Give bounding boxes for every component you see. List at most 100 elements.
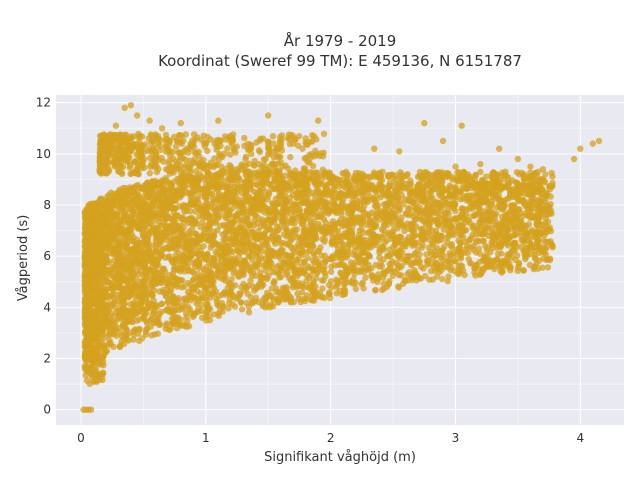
data-point — [532, 256, 540, 263]
data-point — [259, 300, 266, 307]
data-point — [274, 296, 281, 303]
data-point — [297, 250, 305, 257]
data-point — [508, 203, 515, 211]
data-point — [268, 264, 276, 271]
data-point — [449, 174, 456, 181]
data-point — [426, 236, 433, 244]
data-point — [410, 213, 417, 220]
data-point — [111, 190, 118, 197]
data-point — [105, 192, 113, 199]
data-point — [422, 221, 429, 228]
data-point — [184, 317, 191, 325]
data-point — [147, 203, 154, 210]
data-point — [97, 203, 104, 210]
data-point — [169, 238, 176, 245]
data-point — [319, 293, 326, 301]
data-points — [80, 102, 603, 413]
data-point — [193, 257, 200, 264]
data-point — [120, 302, 128, 309]
data-point — [405, 234, 412, 241]
data-point — [299, 268, 306, 275]
data-point — [471, 264, 478, 272]
data-point — [342, 178, 349, 185]
data-point — [384, 252, 392, 260]
data-point — [265, 190, 273, 197]
data-point — [168, 309, 175, 316]
data-point — [154, 330, 161, 337]
data-point — [357, 187, 364, 195]
data-point — [342, 184, 349, 192]
data-point — [456, 239, 464, 246]
data-point — [498, 206, 505, 213]
data-point — [268, 285, 275, 292]
data-point — [497, 243, 504, 251]
data-point — [208, 269, 215, 276]
data-point — [378, 262, 385, 270]
data-point — [429, 276, 436, 283]
data-point — [188, 268, 196, 275]
data-point — [225, 305, 232, 312]
data-point — [134, 277, 141, 284]
data-point — [140, 232, 147, 239]
data-point — [483, 247, 490, 254]
data-point — [160, 265, 168, 272]
data-point — [166, 277, 173, 285]
data-point — [334, 248, 341, 256]
data-point — [406, 188, 414, 195]
data-point — [540, 255, 547, 262]
data-point — [124, 330, 132, 337]
data-point — [426, 189, 433, 197]
data-point — [305, 274, 313, 281]
data-point — [128, 307, 135, 314]
data-point — [377, 246, 385, 254]
data-point — [152, 319, 159, 326]
data-point — [180, 218, 188, 225]
data-point — [143, 227, 150, 234]
data-point — [319, 285, 326, 292]
data-point — [382, 209, 389, 216]
data-point — [221, 200, 228, 208]
data-point — [140, 284, 147, 291]
data-point — [381, 271, 388, 278]
data-point — [296, 282, 304, 289]
data-point — [293, 201, 300, 208]
data-point — [441, 263, 448, 271]
data-point — [226, 280, 233, 288]
data-point — [396, 207, 403, 214]
data-point — [548, 169, 555, 177]
data-point — [443, 173, 451, 181]
data-point — [248, 272, 256, 279]
data-point — [148, 188, 155, 195]
data-point — [376, 254, 383, 261]
data-point — [183, 203, 190, 210]
data-point — [511, 239, 518, 247]
data-point — [457, 262, 464, 269]
data-point — [311, 205, 318, 212]
data-point — [311, 230, 318, 237]
data-point — [397, 272, 405, 279]
data-point — [221, 196, 229, 203]
data-point — [476, 206, 483, 214]
data-point — [401, 173, 409, 180]
data-point — [414, 247, 421, 254]
data-point — [542, 171, 549, 178]
data-point — [243, 178, 251, 185]
data-point — [347, 183, 354, 190]
data-point — [130, 256, 138, 263]
data-point — [358, 221, 365, 228]
data-point — [222, 242, 230, 250]
data-point — [542, 214, 549, 222]
data-point — [213, 263, 221, 270]
data-point — [349, 198, 356, 205]
data-point — [301, 297, 309, 305]
data-point — [402, 243, 409, 250]
data-point — [158, 300, 166, 308]
data-point — [162, 325, 169, 332]
data-point — [434, 199, 441, 206]
data-point — [121, 209, 128, 216]
data-point — [329, 256, 336, 263]
data-point — [496, 222, 503, 229]
data-point — [182, 245, 189, 252]
data-point — [144, 270, 152, 277]
data-point — [416, 213, 423, 221]
